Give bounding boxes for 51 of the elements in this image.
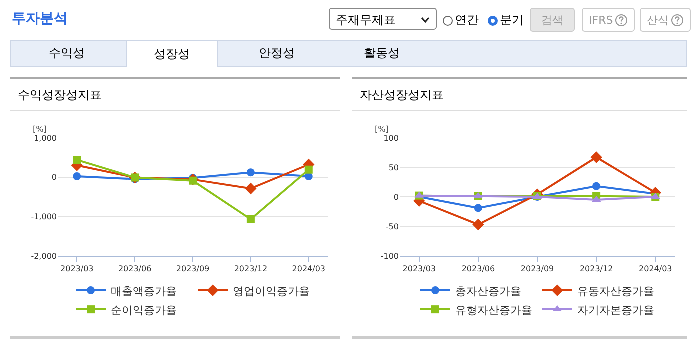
text: 수익성: [48, 45, 86, 62]
y-tick-label: -1,000: [31, 212, 57, 222]
x-tick-label: 2023/12: [580, 264, 614, 274]
text: 연간: [455, 12, 479, 29]
point: [73, 172, 82, 181]
chart-title: 자산성장성지표: [352, 79, 687, 111]
text: 분기: [500, 12, 524, 29]
y-tick-label: 50: [388, 163, 399, 172]
legend-label: 총자산증가율: [456, 284, 522, 298]
legend-label: 자기자본증가율: [578, 304, 654, 317]
y-tick-label: -100: [380, 252, 399, 261]
y-axis-title: [%]: [33, 125, 47, 134]
y-tick-label: 1,000: [34, 134, 57, 143]
legend-label: 영업이익증가율: [233, 284, 310, 298]
text: 성장성: [126, 40, 218, 67]
y-tick-label: 100: [384, 134, 399, 143]
text: 검색: [542, 12, 564, 28]
point: [472, 218, 484, 231]
point: [592, 182, 601, 190]
legend-label: 순이익증가율: [111, 304, 177, 317]
y-tick-label: 0: [394, 192, 399, 202]
point: [590, 152, 602, 164]
y-tick-label: -50: [386, 222, 399, 232]
x-tick-label: 2024/03: [639, 264, 672, 274]
text: 산식: [647, 12, 669, 28]
x-tick-label: 2023/03: [60, 264, 94, 274]
text: IFRS: [589, 14, 614, 26]
x-tick-label: 2023/06: [462, 264, 496, 274]
point: [246, 168, 255, 177]
legend-label: 유동자산증가율: [578, 284, 654, 298]
y-axis-title: [%]: [375, 125, 389, 134]
x-tick-label: 2023/09: [520, 264, 554, 274]
x-tick-label: 2023/03: [402, 264, 436, 274]
legend-label: 유형자산증가율: [456, 304, 532, 317]
x-tick-label: 2023/09: [176, 264, 210, 274]
x-tick-label: 2024/03: [292, 264, 326, 274]
text: 주재무제표: [336, 12, 396, 27]
point: [245, 182, 257, 195]
point: [474, 204, 482, 212]
point: [304, 166, 313, 174]
point: [246, 215, 255, 224]
text: 투자분석: [12, 10, 68, 28]
text: 안정성: [258, 45, 296, 62]
chart-title: 수익성장성지표: [10, 79, 340, 111]
y-tick-label: -2,000: [31, 252, 57, 261]
point: [73, 156, 82, 164]
legend-label: 매출액증가율: [111, 284, 177, 298]
y-tick-label: 0: [52, 173, 57, 182]
x-tick-label: 2023/06: [118, 264, 152, 274]
text: 활동성: [363, 45, 401, 62]
x-tick-label: 2023/12: [234, 264, 268, 274]
